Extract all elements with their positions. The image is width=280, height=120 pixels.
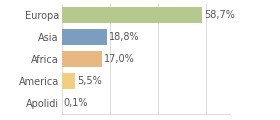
- Text: 17,0%: 17,0%: [104, 54, 135, 64]
- Text: 5,5%: 5,5%: [77, 76, 101, 86]
- Text: 0,1%: 0,1%: [64, 98, 88, 108]
- Bar: [62, 7, 202, 23]
- Text: 58,7%: 58,7%: [204, 10, 235, 20]
- Text: 18,8%: 18,8%: [109, 32, 139, 42]
- Bar: [62, 29, 107, 45]
- Bar: [62, 51, 102, 67]
- Bar: [62, 73, 75, 89]
